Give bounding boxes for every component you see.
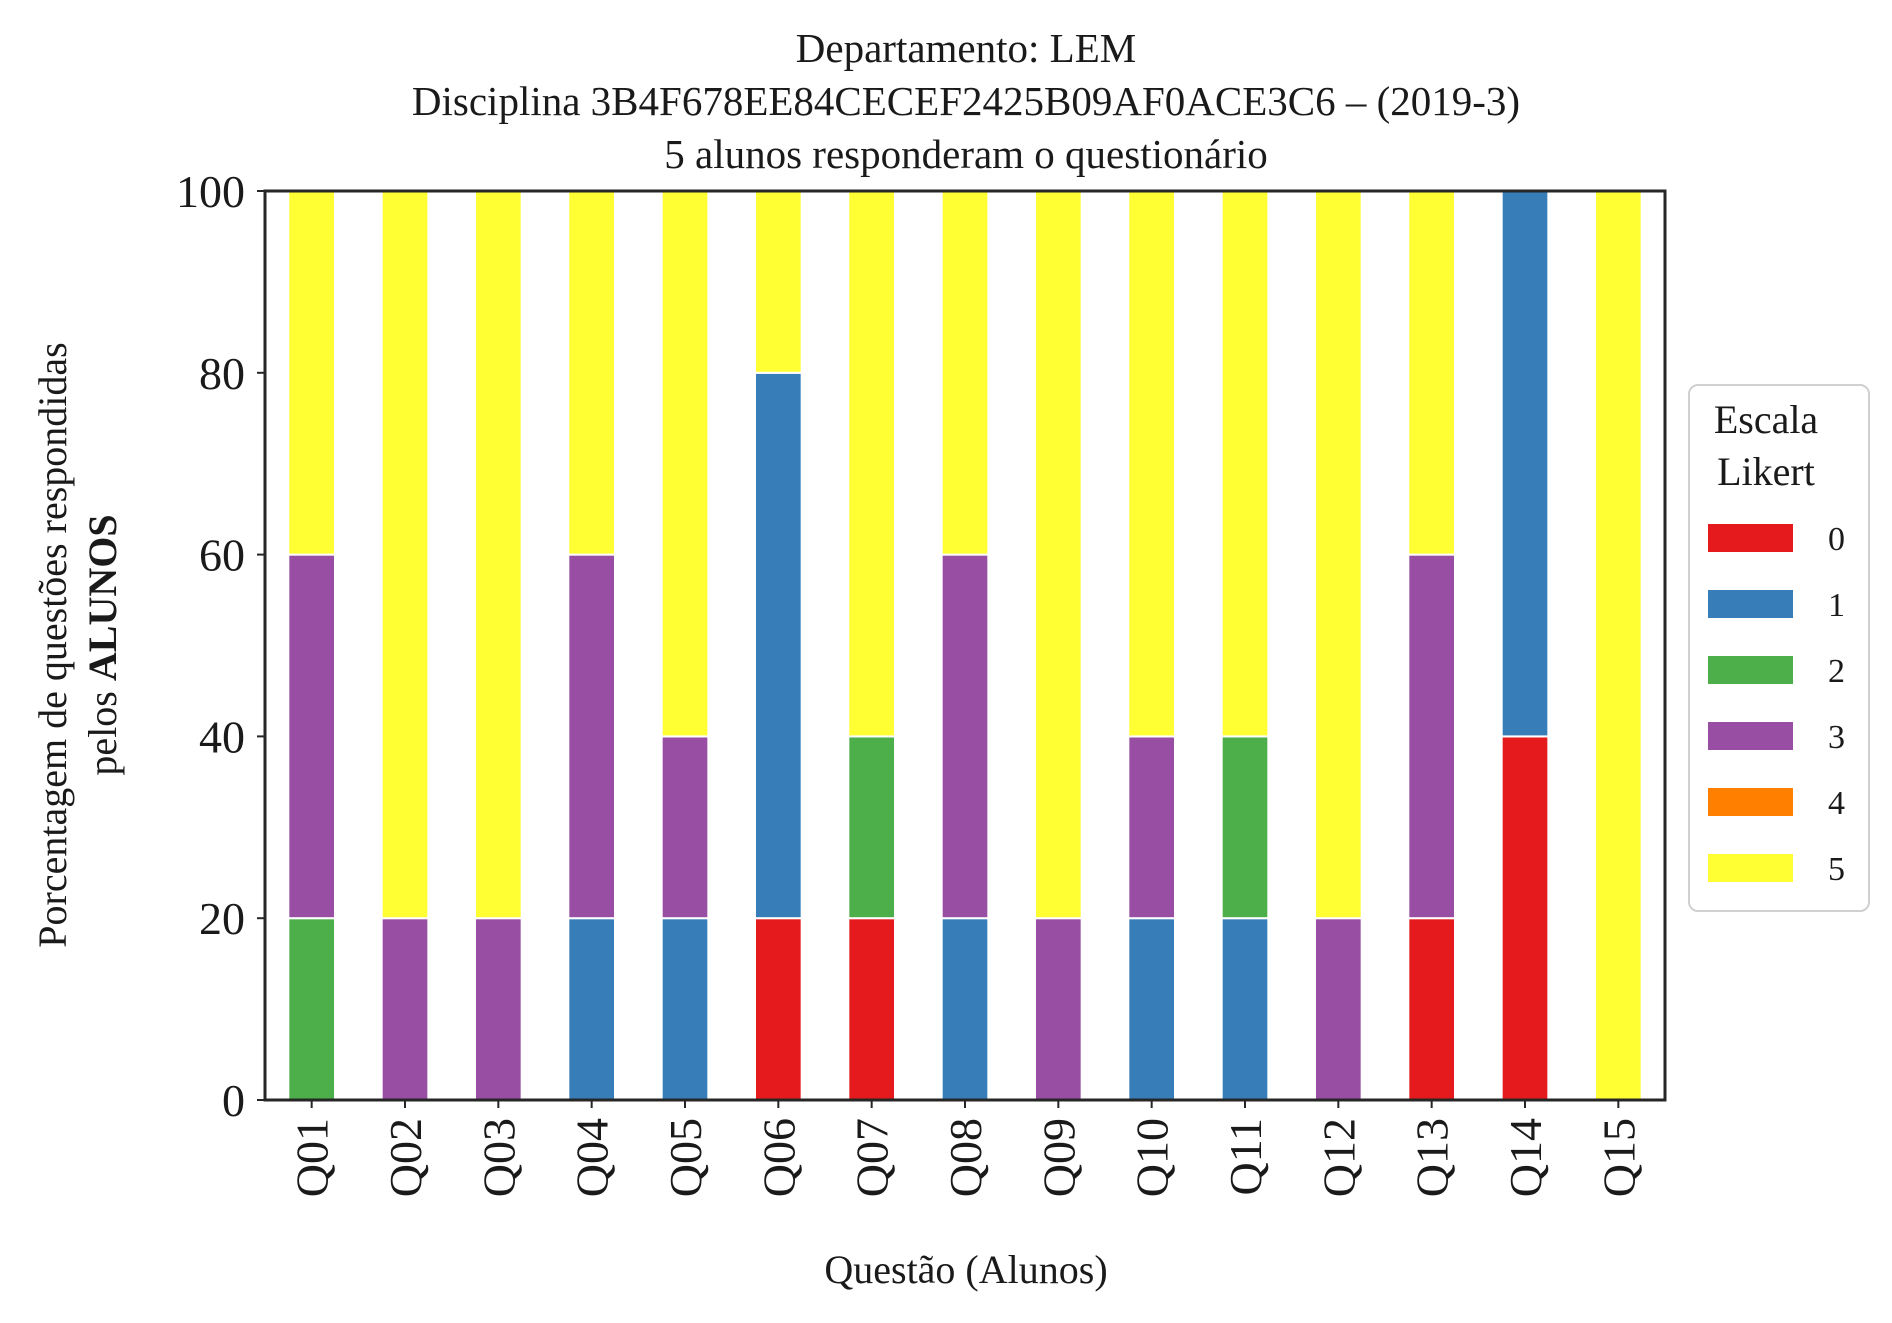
bar-segment-q12-likert-3: [1314, 917, 1363, 1102]
x-tick-label-q01: Q01: [287, 1118, 338, 1197]
x-tick-label-q06: Q06: [753, 1118, 804, 1197]
bar-segment-q11-likert-5: [1220, 190, 1270, 738]
bar-segment-q04-likert-3: [567, 553, 616, 920]
bar-segment-q10-likert-3: [1127, 735, 1177, 920]
bar-segment-q08-likert-3: [940, 553, 990, 920]
legend-frame: [1688, 384, 1870, 912]
x-tick-label-q05: Q05: [660, 1118, 711, 1197]
bar-segment-q13-likert-0: [1407, 917, 1457, 1102]
bar-segment-q06-likert-0: [754, 917, 803, 1102]
legend-swatch-4: [1708, 788, 1793, 816]
y-tick-label-100: 100: [176, 166, 245, 217]
y-axis-ticks: 0 20 40 60 80 100: [176, 166, 265, 1126]
legend-label-4: 4: [1828, 785, 1845, 822]
bar-segment-q08-likert-5: [940, 190, 990, 556]
bar-segment-q07-likert-2: [847, 735, 896, 920]
legend-swatch-0: [1708, 524, 1793, 552]
bar-segment-q07-likert-0: [847, 917, 896, 1102]
bar-segment-q14-likert-0: [1500, 735, 1550, 1102]
bar-segment-q06-likert-5: [754, 190, 803, 374]
bar-segment-q12-likert-5: [1314, 190, 1363, 920]
x-tick-label-q07: Q07: [847, 1118, 898, 1197]
x-tick-label-q11: Q11: [1220, 1118, 1271, 1196]
legend-title-line-1: Escala: [1714, 397, 1819, 442]
bar-segment-q02-likert-5: [380, 190, 430, 920]
bar-segment-q05-likert-5: [660, 190, 710, 738]
legend-label-5: 5: [1828, 851, 1845, 888]
x-tick-label-q10: Q10: [1127, 1118, 1178, 1197]
bar-segment-q07-likert-5: [847, 190, 896, 738]
legend-items: 0 1 2 3 4 5: [1708, 521, 1845, 888]
legend-swatch-5: [1708, 854, 1793, 882]
legend-swatch-3: [1708, 722, 1793, 750]
y-axis-label-bold: ALUNOS: [80, 514, 125, 681]
bar-segment-q01-likert-5: [287, 190, 337, 556]
chart-title-line-3: 5 alunos responderam o questionário: [664, 131, 1267, 177]
y-tick-label-40: 40: [199, 711, 245, 762]
bar-segment-q09-likert-3: [1034, 917, 1083, 1102]
bar-segment-q05-likert-3: [660, 735, 710, 920]
bar-segment-q06-likert-1: [754, 371, 803, 920]
legend-title-line-2: Likert: [1717, 449, 1815, 494]
x-tick-label-q13: Q13: [1407, 1118, 1458, 1197]
y-tick-label-20: 20: [199, 893, 245, 944]
x-tick-label-q12: Q12: [1313, 1118, 1364, 1197]
x-tick-label-q02: Q02: [380, 1118, 431, 1197]
y-axis-label-prefix: pelos: [80, 681, 125, 775]
legend-swatch-1: [1708, 590, 1793, 618]
x-tick-label-q09: Q09: [1033, 1118, 1084, 1197]
legend: Escala Likert 0 1 2 3 4 5: [1688, 384, 1870, 912]
bar-segment-q10-likert-1: [1127, 917, 1177, 1102]
bar-segment-q05-likert-1: [660, 917, 710, 1102]
legend-label-2: 2: [1828, 653, 1845, 690]
bar-segment-q01-likert-2: [287, 917, 337, 1102]
bar-segment-q14-likert-1: [1500, 190, 1550, 738]
bar-segment-q08-likert-1: [940, 917, 990, 1102]
x-tick-label-q03: Q03: [473, 1118, 524, 1197]
legend-swatch-2: [1708, 656, 1793, 684]
y-tick-label-60: 60: [199, 530, 245, 581]
bar-segment-q11-likert-2: [1220, 735, 1270, 920]
bar-segment-q02-likert-3: [380, 917, 430, 1102]
y-axis-label: Porcentagem de questões respondidas pelo…: [30, 342, 125, 947]
y-axis-label-line-2: pelos ALUNOS: [80, 514, 125, 775]
x-tick-label-q14: Q14: [1500, 1118, 1551, 1197]
x-tick-label-q04: Q04: [567, 1118, 618, 1197]
bar-segment-q09-likert-5: [1034, 190, 1083, 920]
x-tick-label-q15: Q15: [1593, 1118, 1644, 1197]
y-tick-label-80: 80: [199, 348, 245, 399]
x-axis-ticks: Q01 Q02 Q03 Q04 Q05 Q06 Q07 Q08 Q09 Q10 Q11 Q12 Q13 Q…: [287, 1100, 1644, 1197]
legend-label-0: 0: [1828, 521, 1845, 558]
y-axis-label-line-1: Porcentagem de questões respondidas: [30, 342, 75, 947]
legend-label-3: 3: [1828, 719, 1845, 756]
bar-segment-q15-likert-5: [1594, 190, 1643, 1101]
bar-segment-q13-likert-5: [1407, 190, 1457, 556]
bar-segment-q11-likert-1: [1220, 917, 1270, 1102]
chart-title-line-1: Departamento: LEM: [796, 25, 1136, 71]
x-axis-label: Questão (Alunos): [824, 1247, 1107, 1292]
bar-segment-q10-likert-5: [1127, 190, 1177, 738]
y-tick-label-0: 0: [222, 1075, 245, 1126]
chart-title-line-2: Disciplina 3B4F678EE84CECEF2425B09AF0ACE…: [412, 78, 1520, 124]
bar-segment-q01-likert-3: [287, 553, 337, 920]
bar-segment-q04-likert-5: [567, 190, 616, 556]
legend-label-1: 1: [1828, 587, 1845, 624]
x-tick-label-q08: Q08: [940, 1118, 991, 1197]
bar-segment-q13-likert-3: [1407, 553, 1457, 920]
bar-segment-q03-likert-3: [474, 917, 523, 1102]
bars-layer: [287, 190, 1643, 1102]
bar-segment-q03-likert-5: [474, 190, 523, 920]
bar-segment-q04-likert-1: [567, 917, 616, 1102]
